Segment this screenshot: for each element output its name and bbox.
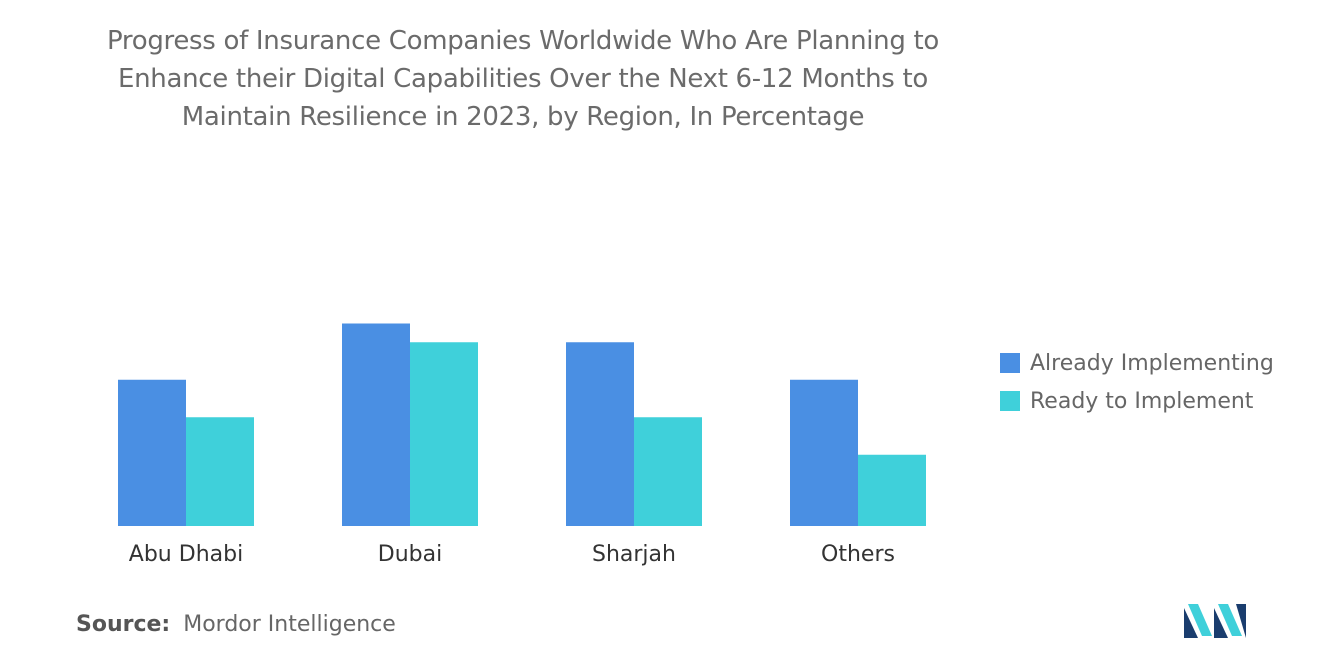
bar-abu-dhabi-already-implementing bbox=[118, 379, 186, 526]
bar-others-already-implementing bbox=[790, 379, 858, 526]
source-note: Source: Mordor Intelligence bbox=[76, 612, 396, 637]
source-text: Mordor Intelligence bbox=[183, 612, 396, 637]
bar-sharjah-ready-to-implement bbox=[634, 417, 702, 526]
mordor-intelligence-logo-icon bbox=[1184, 604, 1246, 638]
x-tick-label: Dubai bbox=[378, 542, 442, 567]
bar-abu-dhabi-ready-to-implement bbox=[186, 417, 254, 526]
bar-dubai-ready-to-implement bbox=[410, 342, 478, 526]
legend-item: Already Implementing bbox=[1000, 344, 1274, 382]
legend: Already Implementing Ready to Implement bbox=[1000, 344, 1274, 420]
x-tick-label: Sharjah bbox=[592, 542, 676, 567]
source-label: Source: bbox=[76, 612, 171, 637]
bar-sharjah-already-implementing bbox=[566, 342, 634, 526]
legend-label: Ready to Implement bbox=[1030, 388, 1254, 414]
chart-title: Progress of Insurance Companies Worldwid… bbox=[106, 26, 940, 132]
bar-others-ready-to-implement bbox=[858, 454, 926, 526]
legend-swatch bbox=[1000, 353, 1020, 373]
legend-item: Ready to Implement bbox=[1000, 382, 1274, 420]
legend-label: Already Implementing bbox=[1030, 350, 1274, 376]
x-tick-label: Abu Dhabi bbox=[129, 542, 243, 567]
x-tick-label: Others bbox=[821, 542, 895, 567]
bar-dubai-already-implementing bbox=[342, 323, 410, 526]
legend-swatch bbox=[1000, 391, 1020, 411]
